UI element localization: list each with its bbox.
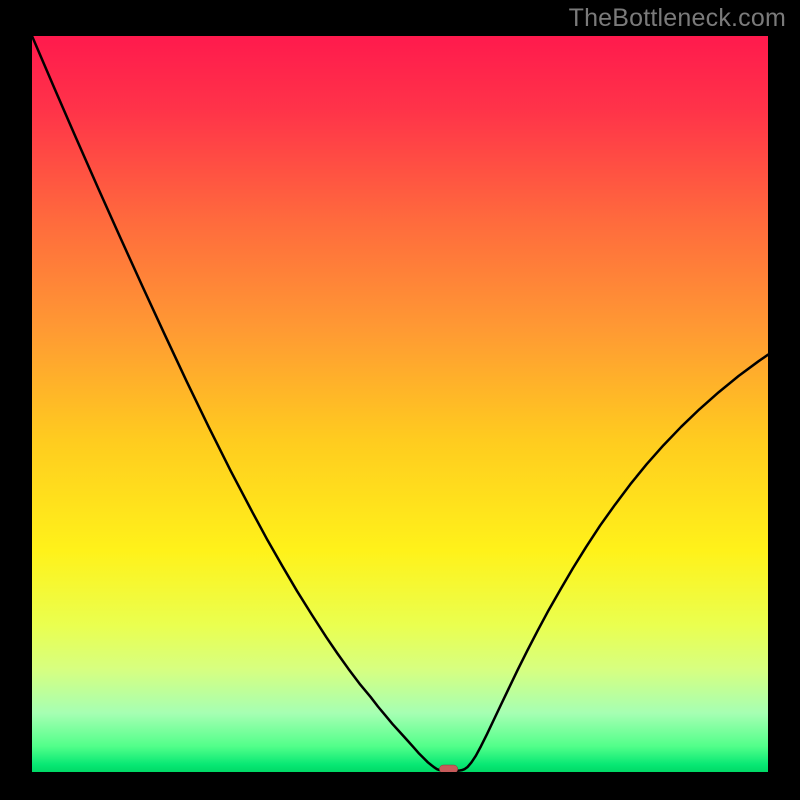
plot-svg <box>32 36 768 772</box>
plot-area <box>32 36 768 772</box>
gradient-background <box>32 36 768 772</box>
chart-root: TheBottleneck.com <box>0 0 800 800</box>
watermark-text: TheBottleneck.com <box>569 4 786 33</box>
bottleneck-marker <box>439 765 457 772</box>
